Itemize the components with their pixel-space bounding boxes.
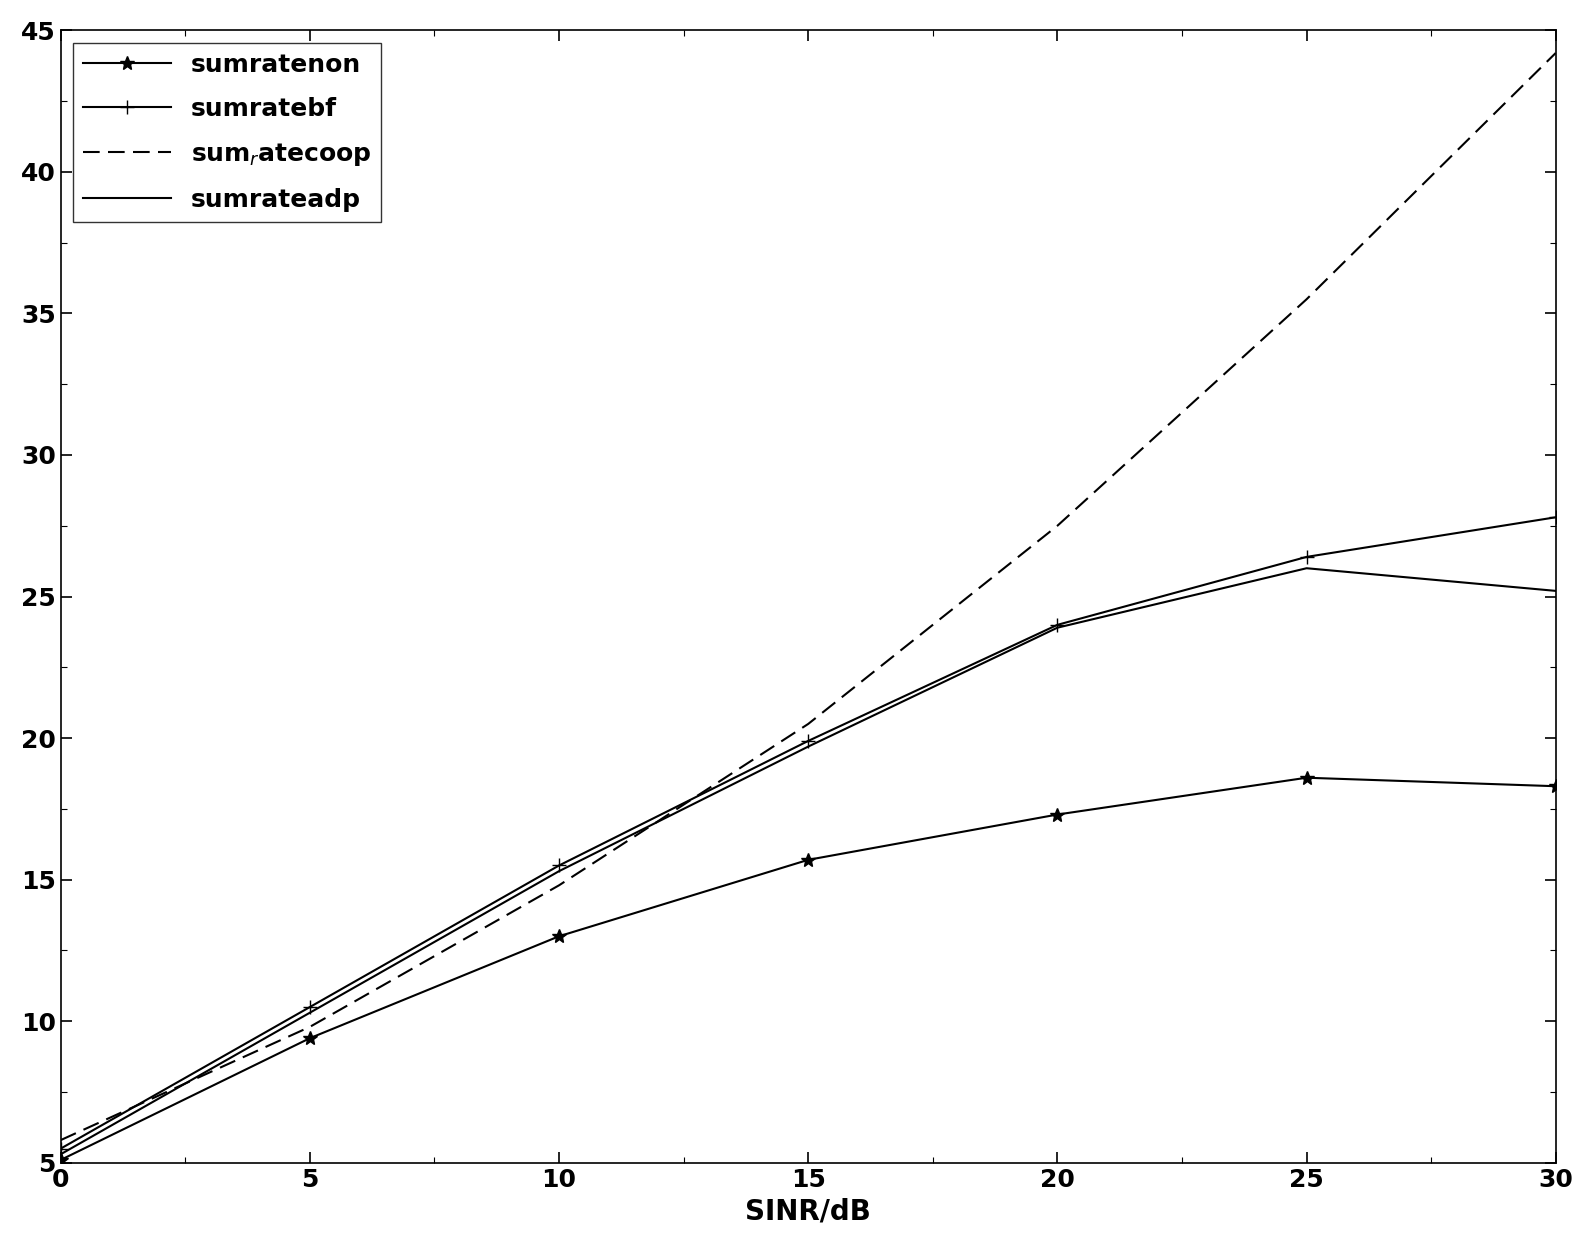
sumratenon: [550, 928, 569, 943]
sum$_r$atecoop: [799, 716, 818, 731]
sumratenon: [799, 852, 818, 867]
sumratebf: [1047, 617, 1066, 632]
sum$_r$atecoop: [550, 878, 569, 893]
sum$_r$atecoop: [1546, 46, 1565, 61]
Legend: sumratenon, sumratebf, sum$_r$atecoop, sumrateadp: sumratenon, sumratebf, sum$_r$atecoop, s…: [73, 42, 381, 222]
sum$_r$atecoop: [1298, 292, 1317, 307]
sumratebf: [51, 1141, 70, 1156]
sumratenon: [1047, 807, 1066, 822]
sumratebf: [799, 734, 818, 749]
sumrateadp: [51, 1146, 70, 1161]
sumratebf: [550, 858, 569, 873]
sumratebf: [1298, 549, 1317, 564]
sumrateadp: [799, 739, 818, 754]
sumrateadp: [1047, 621, 1066, 635]
Line: sumratebf: sumratebf: [54, 511, 1562, 1155]
sumrateadp: [1546, 583, 1565, 598]
sum$_r$atecoop: [51, 1133, 70, 1148]
X-axis label: SINR/dB: SINR/dB: [746, 1197, 872, 1225]
sumratenon: [300, 1030, 319, 1045]
Line: sum$_r$atecoop: sum$_r$atecoop: [61, 54, 1556, 1140]
Line: sumratenon: sumratenon: [54, 771, 1562, 1166]
sumrateadp: [300, 1006, 319, 1020]
sumrateadp: [550, 863, 569, 878]
sumratenon: [51, 1153, 70, 1168]
sum$_r$atecoop: [300, 1019, 319, 1034]
Line: sumrateadp: sumrateadp: [61, 568, 1556, 1154]
sumratenon: [1546, 779, 1565, 794]
sumratebf: [1546, 510, 1565, 525]
sumratenon: [1298, 770, 1317, 785]
sumratebf: [300, 999, 319, 1014]
sum$_r$atecoop: [1047, 518, 1066, 533]
sumrateadp: [1298, 561, 1317, 576]
